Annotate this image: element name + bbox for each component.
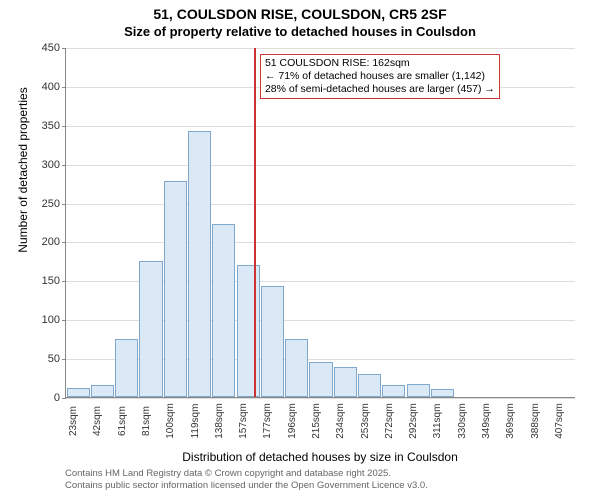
histogram-bar xyxy=(285,339,308,397)
xtick-label: 23sqm xyxy=(68,391,79,451)
xtick-label: 138sqm xyxy=(214,391,225,451)
ytick-label: 300 xyxy=(42,159,60,171)
chart-title-line1: 51, COULSDON RISE, COULSDON, CR5 2SF xyxy=(0,6,600,22)
ytick-label: 400 xyxy=(42,81,60,93)
xtick-label: 349sqm xyxy=(481,391,492,451)
ytick-mark xyxy=(62,320,66,321)
xtick-label: 272sqm xyxy=(384,391,395,451)
marker-line xyxy=(254,48,256,397)
xtick-label: 369sqm xyxy=(505,391,516,451)
gridline xyxy=(66,242,575,243)
y-axis-label: Number of detached properties xyxy=(16,30,30,310)
xtick-label: 292sqm xyxy=(408,391,419,451)
ytick-mark xyxy=(62,281,66,282)
gridline xyxy=(66,48,575,49)
chart-title-line2: Size of property relative to detached ho… xyxy=(0,24,600,39)
xtick-label: 253sqm xyxy=(360,391,371,451)
histogram-bar xyxy=(139,261,162,397)
annot-line1: 51 COULSDON RISE: 162sqm xyxy=(265,57,495,70)
footnote-line1: Contains HM Land Registry data © Crown c… xyxy=(65,468,575,480)
annot-line2: ← 71% of detached houses are smaller (1,… xyxy=(265,70,495,83)
ytick-label: 250 xyxy=(42,198,60,210)
ytick-label: 150 xyxy=(42,275,60,287)
ytick-mark xyxy=(62,165,66,166)
ytick-label: 450 xyxy=(42,42,60,54)
histogram-bar xyxy=(237,265,260,397)
histogram-bar xyxy=(164,181,187,397)
ytick-mark xyxy=(62,398,66,399)
ytick-label: 0 xyxy=(54,392,60,404)
xtick-label: 100sqm xyxy=(165,391,176,451)
plot-area: 05010015020025030035040045023sqm42sqm61s… xyxy=(65,48,575,398)
xtick-label: 388sqm xyxy=(530,391,541,451)
xtick-label: 196sqm xyxy=(287,391,298,451)
histogram-bar xyxy=(188,131,211,397)
x-axis-label: Distribution of detached houses by size … xyxy=(65,450,575,464)
histogram-bar xyxy=(212,224,235,397)
ytick-mark xyxy=(62,126,66,127)
xtick-label: 407sqm xyxy=(554,391,565,451)
annot-line3: 28% of semi-detached houses are larger (… xyxy=(265,83,495,96)
gridline xyxy=(66,204,575,205)
xtick-label: 311sqm xyxy=(432,391,443,451)
ytick-label: 200 xyxy=(42,236,60,248)
footnote: Contains HM Land Registry data © Crown c… xyxy=(65,468,575,493)
xtick-label: 42sqm xyxy=(92,391,103,451)
xtick-label: 215sqm xyxy=(311,391,322,451)
xtick-label: 61sqm xyxy=(117,391,128,451)
footnote-line2: Contains public sector information licen… xyxy=(65,480,575,492)
ytick-mark xyxy=(62,48,66,49)
gridline xyxy=(66,126,575,127)
ytick-mark xyxy=(62,359,66,360)
xtick-label: 119sqm xyxy=(190,391,201,451)
ytick-mark xyxy=(62,87,66,88)
gridline xyxy=(66,165,575,166)
xtick-label: 177sqm xyxy=(262,391,273,451)
xtick-label: 234sqm xyxy=(335,391,346,451)
ytick-mark xyxy=(62,204,66,205)
annotation-box: 51 COULSDON RISE: 162sqm← 71% of detache… xyxy=(260,54,500,99)
xtick-label: 157sqm xyxy=(238,391,249,451)
histogram-bar xyxy=(115,339,138,397)
xtick-label: 330sqm xyxy=(457,391,468,451)
histogram-bar xyxy=(261,286,284,397)
ytick-label: 50 xyxy=(48,353,60,365)
ytick-label: 100 xyxy=(42,314,60,326)
chart-container: { "chart": { "type": "histogram", "title… xyxy=(0,0,600,500)
ytick-mark xyxy=(62,242,66,243)
xtick-label: 81sqm xyxy=(141,391,152,451)
ytick-label: 350 xyxy=(42,120,60,132)
